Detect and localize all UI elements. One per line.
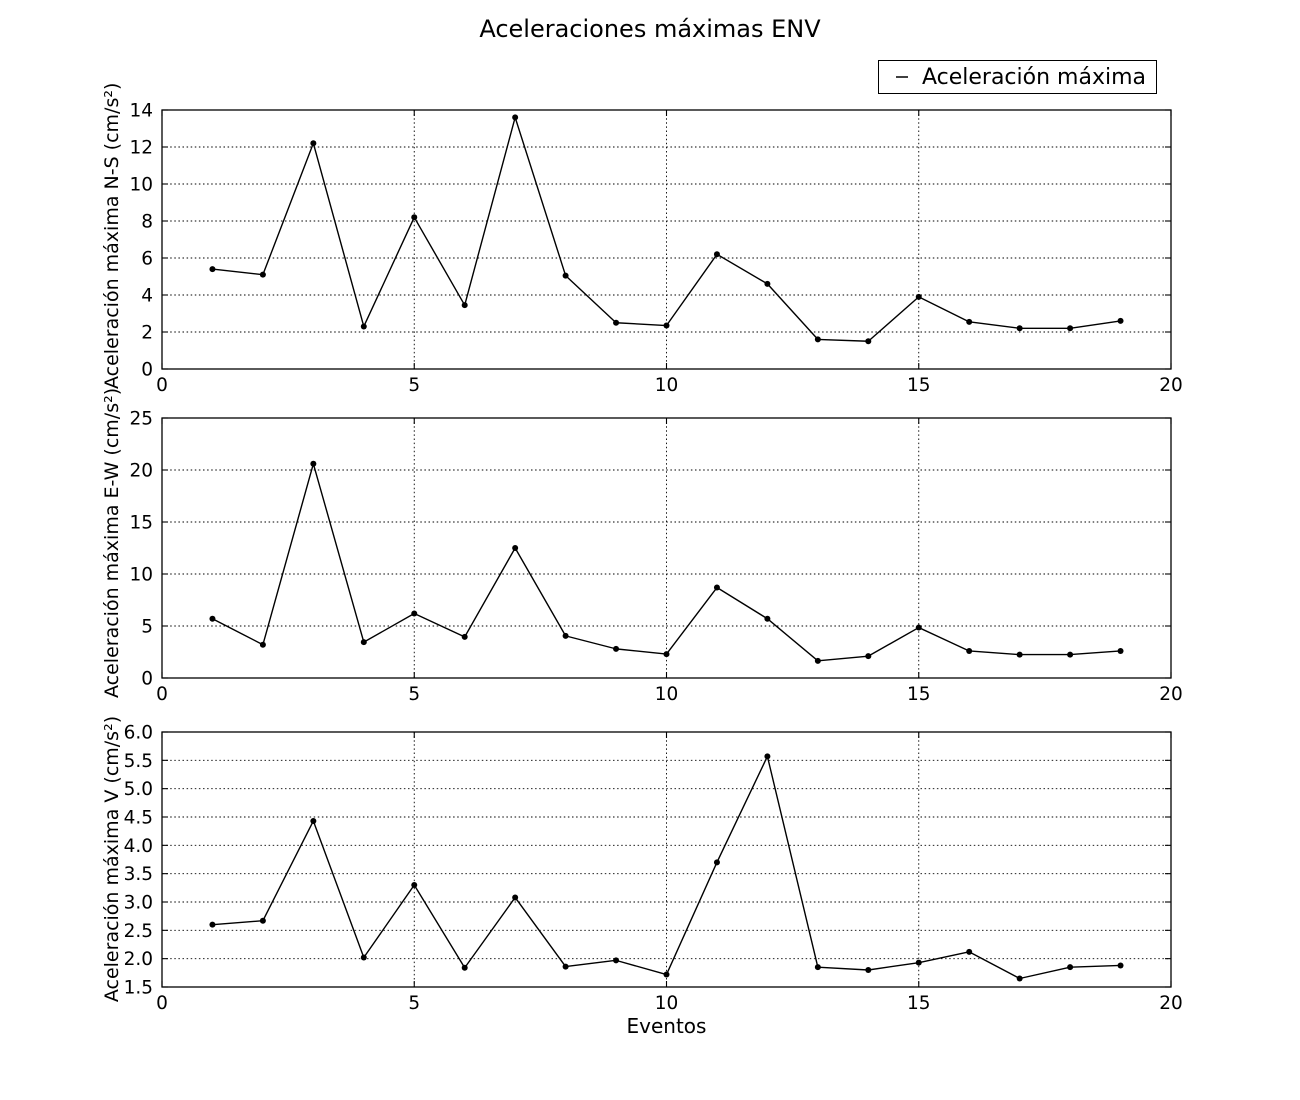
svg-text:0: 0: [156, 684, 168, 705]
svg-text:4.0: 4.0: [124, 836, 153, 857]
subplot-1: 0 5 10 15 20 0 5 10 15 20 25: [129, 409, 1182, 706]
svg-text:10: 10: [655, 684, 679, 705]
svg-text:3.5: 3.5: [124, 864, 153, 885]
svg-text:3.0: 3.0: [124, 893, 153, 914]
svg-text:6.0: 6.0: [124, 723, 153, 744]
svg-text:20: 20: [1159, 684, 1183, 705]
svg-text:5.5: 5.5: [124, 751, 153, 772]
ylabel-ew: Aceleración máxima E-W (cm/s²): [101, 387, 123, 698]
legend-line-marker-icon: [896, 76, 908, 78]
svg-text:0: 0: [156, 375, 168, 396]
chart-title: Aceleraciones máximas ENV: [479, 15, 821, 43]
svg-text:8: 8: [141, 212, 153, 233]
svg-text:10: 10: [655, 375, 679, 396]
subplot-2: 0 5 10 15 20 1.5 2.0 2.5 3.0 3.5 4.0 4.5 5.0 5.5 6.0: [124, 723, 1183, 1015]
svg-text:15: 15: [907, 684, 931, 705]
svg-text:0: 0: [156, 993, 168, 1014]
xlabel-eventos: Eventos: [626, 1014, 707, 1038]
svg-text:20: 20: [129, 461, 153, 482]
svg-text:0: 0: [141, 360, 153, 381]
svg-text:4: 4: [141, 286, 153, 307]
svg-text:10: 10: [129, 565, 153, 586]
ylabel-v: Aceleración máxima V (cm/s²): [101, 715, 123, 1003]
svg-text:2: 2: [141, 323, 153, 344]
svg-text:25: 25: [129, 409, 153, 430]
ylabel-ns: Aceleración máxima N-S (cm/s²): [101, 82, 123, 389]
svg-text:15: 15: [907, 375, 931, 396]
svg-text:0: 0: [141, 669, 153, 690]
svg-text:20: 20: [1159, 375, 1183, 396]
svg-text:6: 6: [141, 249, 153, 270]
svg-text:4.5: 4.5: [124, 808, 153, 829]
svg-text:5: 5: [141, 617, 153, 638]
svg-text:10: 10: [129, 175, 153, 196]
svg-text:15: 15: [129, 513, 153, 534]
svg-text:5: 5: [408, 375, 420, 396]
svg-text:20: 20: [1159, 993, 1183, 1014]
svg-text:10: 10: [655, 993, 679, 1014]
svg-text:5.0: 5.0: [124, 779, 153, 800]
svg-text:2.5: 2.5: [124, 921, 153, 942]
svg-text:5: 5: [408, 993, 420, 1014]
legend-label: Aceleración máxima: [921, 64, 1146, 90]
svg-text:15: 15: [907, 993, 931, 1014]
svg-text:5: 5: [408, 684, 420, 705]
svg-text:1.5: 1.5: [124, 978, 153, 999]
svg-text:14: 14: [129, 101, 153, 122]
svg-text:2.0: 2.0: [124, 949, 153, 970]
subplot-0: 0 5 10 15 20 0 2 4 6 8 10 12 14: [129, 101, 1182, 397]
svg-text:12: 12: [129, 138, 153, 159]
legend: Aceleración máxima: [878, 60, 1157, 94]
